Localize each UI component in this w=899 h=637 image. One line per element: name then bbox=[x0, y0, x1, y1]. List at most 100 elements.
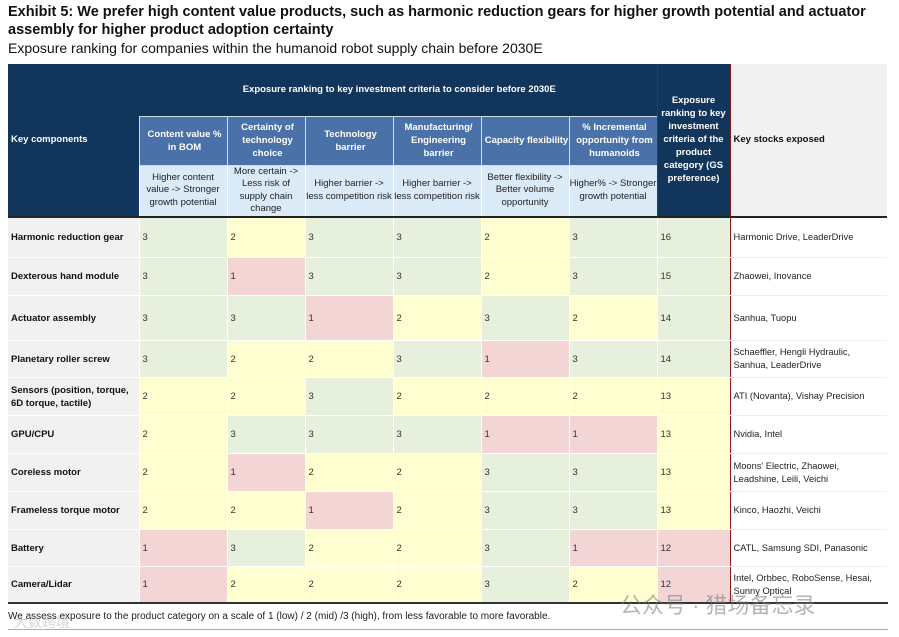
score-cell: 2 bbox=[392, 377, 482, 416]
exposure-total: 13 bbox=[656, 415, 731, 454]
exposure-total: 16 bbox=[656, 215, 731, 258]
score-cell: 2 bbox=[226, 340, 306, 378]
score-cell: 1 bbox=[138, 566, 228, 603]
score-cell: 3 bbox=[392, 415, 482, 454]
exposure-table: Key components Exposure ranking to key i… bbox=[8, 64, 887, 603]
key-stocks: CATL, Samsung SDI, Panasonic bbox=[730, 529, 887, 567]
exposure-total: 14 bbox=[656, 340, 731, 378]
key-stocks: Sanhua, Tuopu bbox=[730, 295, 887, 341]
header-criterion: Manufacturing/ Engineering barrier bbox=[392, 115, 482, 166]
header-criterion-description: Better flexibility -> Better volume oppo… bbox=[480, 164, 570, 217]
exposure-total: 12 bbox=[656, 529, 731, 567]
key-stocks: Kinco, Haozhi, Veichi bbox=[730, 491, 887, 530]
score-cell: 3 bbox=[304, 377, 394, 416]
footnote: We assess exposure to the product catego… bbox=[8, 611, 551, 622]
table-bottom-rule bbox=[8, 602, 888, 604]
component-name: Camera/Lidar bbox=[8, 566, 139, 603]
watermark: 公众号 · 猎场备忘录 bbox=[620, 593, 816, 618]
score-cell: 3 bbox=[392, 340, 482, 378]
score-cell: 2 bbox=[138, 491, 228, 530]
exposure-total: 13 bbox=[656, 453, 731, 492]
component-name: Actuator assembly bbox=[8, 295, 139, 341]
score-cell: 3 bbox=[226, 415, 306, 454]
exposure-total: 14 bbox=[656, 295, 731, 341]
table-row: Frameless torque motor 2 2 1 2 3 3 13 Kinco, Hao… bbox=[8, 491, 887, 530]
key-stocks: Moons' Electric, Zhaowei, Leadshine, Lei… bbox=[730, 453, 887, 492]
score-cell: 2 bbox=[392, 491, 482, 530]
score-cell: 2 bbox=[480, 377, 570, 416]
component-name: Sensors (position, torque, 6D torque, ta… bbox=[8, 377, 139, 416]
key-stocks: Schaeffler, Hengli Hydraulic, Sanhua, Le… bbox=[730, 340, 887, 378]
score-cell: 2 bbox=[138, 377, 228, 416]
watermark-secondary: 大数跨境 bbox=[14, 614, 70, 630]
component-name: Coreless motor bbox=[8, 453, 139, 492]
key-stocks: Harmonic Drive, LeaderDrive bbox=[730, 215, 887, 258]
score-cell: 3 bbox=[480, 529, 570, 567]
score-cell: 3 bbox=[480, 566, 570, 603]
component-name: Dexterous hand module bbox=[8, 257, 139, 296]
exhibit-subtitle: Exposure ranking for companies within th… bbox=[8, 40, 543, 56]
score-cell: 1 bbox=[226, 453, 306, 492]
header-key-components: Key components bbox=[8, 64, 139, 217]
score-cell: 3 bbox=[568, 215, 658, 258]
exposure-total: 13 bbox=[656, 491, 731, 530]
score-cell: 3 bbox=[392, 257, 482, 296]
header-criterion-description: Higher barrier -> less competition risk bbox=[304, 164, 394, 217]
score-cell: 1 bbox=[304, 295, 394, 341]
score-cell: 3 bbox=[138, 257, 228, 296]
header-criterion: % Incremental opportunity from humanoids bbox=[568, 115, 658, 166]
header-exposure: Exposure ranking to key investment crite… bbox=[656, 64, 731, 217]
table-row: Dexterous hand module 3 1 3 3 2 3 15 Zhaowei, In… bbox=[8, 257, 887, 296]
score-cell: 1 bbox=[568, 415, 658, 454]
header-stocks: Key stocks exposed bbox=[730, 64, 887, 217]
header-criterion: Capacity flexibility bbox=[480, 115, 570, 166]
component-name: GPU/CPU bbox=[8, 415, 139, 454]
exposure-total: 12 bbox=[656, 566, 731, 603]
score-cell: 1 bbox=[304, 491, 394, 530]
table-row: Planetary roller screw 3 2 2 3 1 3 14 Schaeffler… bbox=[8, 340, 887, 378]
score-cell: 3 bbox=[138, 295, 228, 341]
score-cell: 3 bbox=[226, 295, 306, 341]
score-cell: 2 bbox=[568, 566, 658, 603]
component-name: Harmonic reduction gear bbox=[8, 215, 139, 258]
score-cell: 3 bbox=[138, 215, 228, 258]
score-cell: 3 bbox=[568, 257, 658, 296]
score-cell: 2 bbox=[304, 453, 394, 492]
score-cell: 1 bbox=[480, 415, 570, 454]
score-cell: 3 bbox=[568, 491, 658, 530]
component-name: Frameless torque motor bbox=[8, 491, 139, 530]
score-cell: 2 bbox=[480, 215, 570, 258]
table-row: GPU/CPU 2 3 3 3 1 1 13 Nvidia, Intel bbox=[8, 415, 887, 454]
score-cell: 2 bbox=[392, 566, 482, 603]
score-cell: 3 bbox=[392, 215, 482, 258]
table-row: Coreless motor 2 1 2 2 3 3 13 Moons' Electric, Z… bbox=[8, 453, 887, 492]
header-criterion: Certainty of technology choice bbox=[226, 115, 306, 166]
score-cell: 2 bbox=[568, 377, 658, 416]
score-cell: 1 bbox=[226, 257, 306, 296]
score-cell: 2 bbox=[304, 340, 394, 378]
key-stocks: Intel, Orbbec, RoboSense, Hesai, Sunny O… bbox=[730, 566, 887, 603]
score-cell: 1 bbox=[480, 340, 570, 378]
score-cell: 2 bbox=[138, 453, 228, 492]
score-cell: 2 bbox=[226, 566, 306, 603]
table-row: Sensors (position, torque, 6D torque, ta… bbox=[8, 377, 887, 416]
header-criterion-description: More certain -> Less risk of supply chai… bbox=[226, 164, 306, 217]
exposure-total: 15 bbox=[656, 257, 731, 296]
score-cell: 2 bbox=[226, 377, 306, 416]
score-cell: 3 bbox=[304, 215, 394, 258]
table-row: Harmonic reduction gear 3 2 3 3 2 3 16 Harmonic … bbox=[8, 215, 887, 258]
table-row: Actuator assembly 3 3 1 2 3 2 14 Sanhua, Tuopu bbox=[8, 295, 887, 341]
score-cell: 2 bbox=[226, 491, 306, 530]
header-criterion-description: Higher% -> Stronger growth potential bbox=[568, 164, 658, 217]
key-stocks: Zhaowei, Inovance bbox=[730, 257, 887, 296]
score-cell: 3 bbox=[138, 340, 228, 378]
header-criterion-description: Higher barrier -> less competition risk bbox=[392, 164, 482, 217]
exposure-total: 13 bbox=[656, 377, 731, 416]
key-stocks: ATI (Novanta), Vishay Precision bbox=[730, 377, 887, 416]
score-cell: 3 bbox=[568, 453, 658, 492]
score-cell: 3 bbox=[480, 295, 570, 341]
key-stocks: Nvidia, Intel bbox=[730, 415, 887, 454]
score-cell: 3 bbox=[226, 529, 306, 567]
score-cell: 2 bbox=[392, 295, 482, 341]
header-criterion: Technology barrier bbox=[304, 115, 394, 166]
